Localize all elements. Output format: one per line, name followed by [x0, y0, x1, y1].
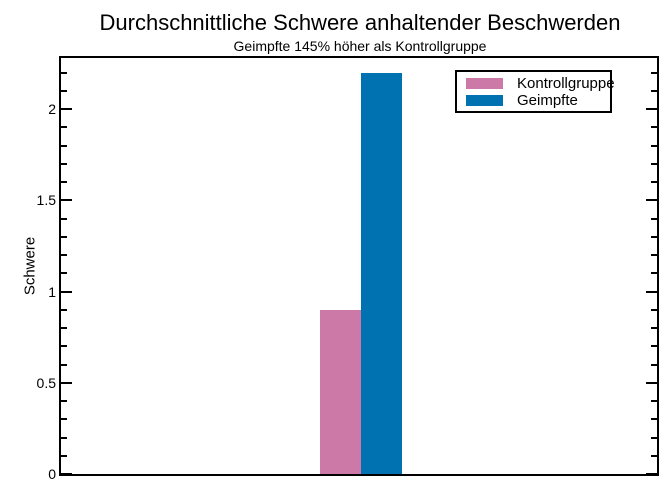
y-major-tick — [61, 381, 72, 384]
y-minor-tick — [61, 71, 67, 74]
bar-kontrollgruppe — [320, 309, 361, 474]
y-minor-tick — [61, 454, 67, 457]
y-minor-tick — [651, 308, 657, 311]
y-minor-tick — [651, 363, 657, 366]
y-minor-tick — [61, 345, 67, 348]
y-minor-tick — [61, 254, 67, 257]
y-tick-label: 0.5 — [36, 374, 56, 391]
y-minor-tick — [651, 327, 657, 330]
chart-title: Durchschnittliche Schwere anhaltender Be… — [99, 10, 621, 35]
y-major-tick — [61, 473, 72, 475]
y-major-tick — [646, 290, 657, 293]
y-tick-label: 1 — [48, 283, 56, 300]
y-tick-label: 1.5 — [36, 192, 56, 209]
y-minor-tick — [651, 71, 657, 74]
y-major-tick — [646, 199, 657, 202]
y-minor-tick — [61, 418, 67, 421]
y-minor-tick — [61, 181, 67, 184]
y-minor-tick — [651, 254, 657, 257]
y-minor-tick — [651, 144, 657, 147]
y-minor-tick — [61, 235, 67, 238]
y-minor-tick — [651, 400, 657, 403]
y-minor-tick — [61, 327, 67, 330]
y-tick-label: 0 — [48, 466, 56, 482]
legend-label: Kontrollgruppe — [517, 74, 615, 92]
y-minor-tick — [61, 144, 67, 147]
y-minor-tick — [61, 162, 67, 165]
y-minor-tick — [651, 162, 657, 165]
y-major-tick — [646, 473, 657, 475]
y-minor-tick — [61, 217, 67, 220]
y-minor-tick — [651, 436, 657, 439]
legend-swatch-icon — [466, 77, 503, 89]
y-minor-tick — [651, 235, 657, 238]
y-minor-tick — [651, 181, 657, 184]
y-major-tick — [646, 108, 657, 111]
y-major-tick — [61, 199, 72, 202]
y-minor-tick — [61, 126, 67, 129]
bar-geimpfte — [361, 72, 402, 474]
legend-item-geimpfte: Geimpfte — [457, 92, 610, 109]
legend-swatch-icon — [466, 94, 503, 106]
y-minor-tick — [651, 345, 657, 348]
y-minor-tick — [61, 436, 67, 439]
legend: Kontrollgruppe Geimpfte — [455, 70, 615, 113]
y-minor-tick — [61, 89, 67, 92]
legend-label: Geimpfte — [517, 91, 578, 109]
y-minor-tick — [61, 308, 67, 311]
plot-area — [59, 56, 659, 476]
y-minor-tick — [651, 454, 657, 457]
y-tick-label: 2 — [48, 101, 56, 118]
y-minor-tick — [61, 272, 67, 275]
y-minor-tick — [651, 126, 657, 129]
y-minor-tick — [651, 272, 657, 275]
y-minor-tick — [651, 89, 657, 92]
y-major-tick — [646, 381, 657, 384]
y-major-tick — [61, 290, 72, 293]
y-minor-tick — [651, 418, 657, 421]
y-minor-tick — [61, 400, 67, 403]
y-major-tick — [61, 108, 72, 111]
y-axis-label: Schwere — [21, 236, 39, 296]
y-minor-tick — [651, 217, 657, 220]
chart-subtitle: Geimpfte 145% höher als Kontrollgruppe — [233, 38, 487, 54]
y-minor-tick — [61, 363, 67, 366]
legend-item-kontrollgruppe: Kontrollgruppe — [457, 75, 615, 92]
